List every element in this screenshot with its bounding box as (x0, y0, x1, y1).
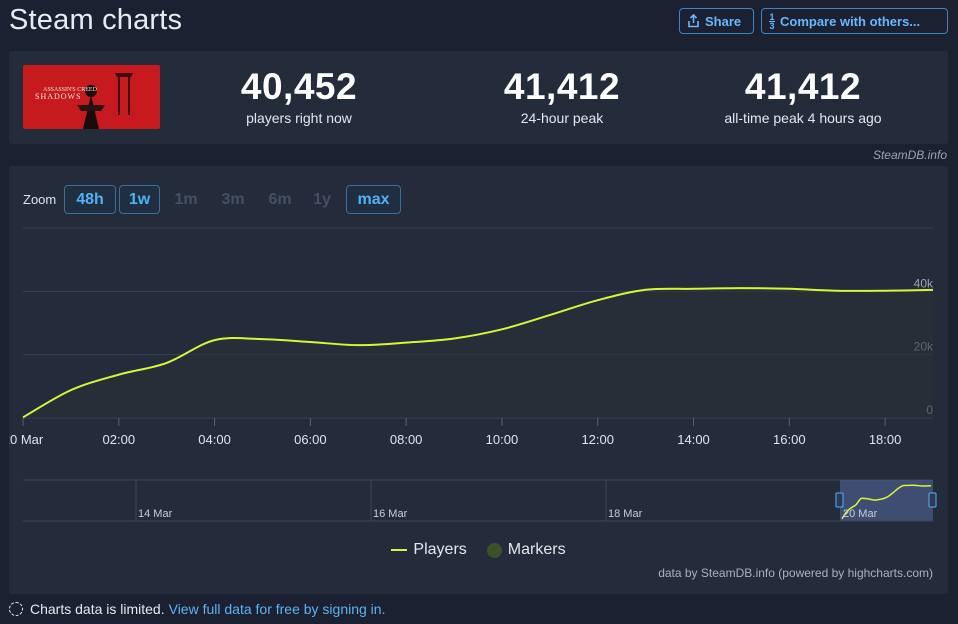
legend-players[interactable]: Players (391, 541, 467, 559)
chart-panel: Zoom 48h 1w 1m 3m 6m 1y max 020k40k20 Ma… (9, 166, 948, 594)
footer-note: Charts data is limited. View full data f… (9, 601, 385, 617)
zoom-max-button[interactable]: max (346, 185, 401, 214)
x-tick-label: 14:00 (677, 432, 710, 447)
stat-24h-peak: 41,412 24-hour peak (462, 66, 662, 127)
x-tick-label: 16:00 (773, 432, 806, 447)
stats-panel: ASSASSIN'S CREED SHADOWS 40,452 players … (9, 51, 948, 144)
stat-all-time-peak: 41,412 all-time peak 4 hours ago (693, 66, 913, 127)
share-label: Share (705, 13, 742, 29)
legend-markers[interactable]: Markers (486, 541, 566, 559)
logo-text-bottom: SHADOWS (35, 92, 82, 101)
stat-label: 24-hour peak (520, 110, 604, 126)
navigator-label: 18 Mar (608, 508, 643, 520)
loading-circle-icon (9, 602, 23, 616)
steamdb-credit[interactable]: SteamDB.info (872, 148, 947, 162)
share-icon (687, 14, 700, 28)
x-tick-label: 12:00 (581, 432, 614, 447)
sign-in-link[interactable]: View full data for free by signing in. (168, 601, 386, 617)
zoom-1y-button[interactable]: 1y (313, 190, 331, 208)
navigator-label: 20 Mar (843, 508, 878, 520)
game-logo[interactable]: ASSASSIN'S CREED SHADOWS (23, 65, 160, 129)
navigator-label: 16 Mar (373, 508, 408, 520)
x-tick-label: 08:00 (390, 432, 423, 447)
compare-label: Compare with others... (780, 13, 921, 29)
x-tick-label: 18:00 (869, 432, 902, 447)
players-area (23, 288, 933, 418)
chart-credit[interactable]: data by SteamDB.info (powered by highcha… (658, 566, 933, 580)
navigator-right-handle[interactable] (928, 492, 937, 508)
players-series-line (22, 287, 934, 419)
markers-dot-icon (486, 542, 502, 558)
x-tick-label: 20 Mar (9, 432, 44, 447)
x-tick-label: 10:00 (486, 432, 519, 447)
legend-label: Markers (507, 541, 566, 558)
x-tick-label: 06:00 (294, 432, 327, 447)
stat-value: 40,452 (240, 66, 358, 107)
stat-label: players right now (246, 110, 352, 126)
navigator-left-handle[interactable] (835, 492, 844, 508)
zoom-48h-button[interactable]: 48h (64, 185, 116, 214)
zoom-label: Zoom (23, 192, 57, 207)
zoom-6m-button[interactable]: 6m (268, 190, 292, 208)
zoom-1w-button[interactable]: 1w (119, 185, 160, 214)
page-title: Steam charts (9, 4, 183, 36)
players-line-icon (391, 549, 408, 551)
stat-current: 40,452 players right now (199, 66, 399, 127)
player-chart[interactable]: 020k40k20 Mar02:0004:0006:0008:0010:0012… (9, 166, 948, 536)
logo-text-top: ASSASSIN'S CREED (43, 87, 98, 93)
navigator-selection (840, 480, 933, 521)
chart-legend: Players Markers (9, 541, 948, 559)
stat-value: 41,412 (744, 66, 862, 107)
zoom-3m-button[interactable]: 3m (221, 190, 245, 208)
footer-text: Charts data is limited. (30, 601, 165, 617)
legend-label: Players (413, 541, 467, 558)
share-button[interactable]: Share (679, 8, 754, 34)
navigator-label: 14 Mar (138, 508, 173, 520)
stat-label: all-time peak 4 hours ago (724, 110, 882, 126)
zoom-1m-button[interactable]: 1m (174, 190, 198, 208)
stat-value: 41,412 (503, 66, 621, 107)
x-tick-label: 02:00 (103, 432, 136, 447)
x-tick-label: 04:00 (198, 432, 231, 447)
navigator-series-line (841, 484, 932, 520)
y-tick-label: 40k (914, 276, 934, 290)
